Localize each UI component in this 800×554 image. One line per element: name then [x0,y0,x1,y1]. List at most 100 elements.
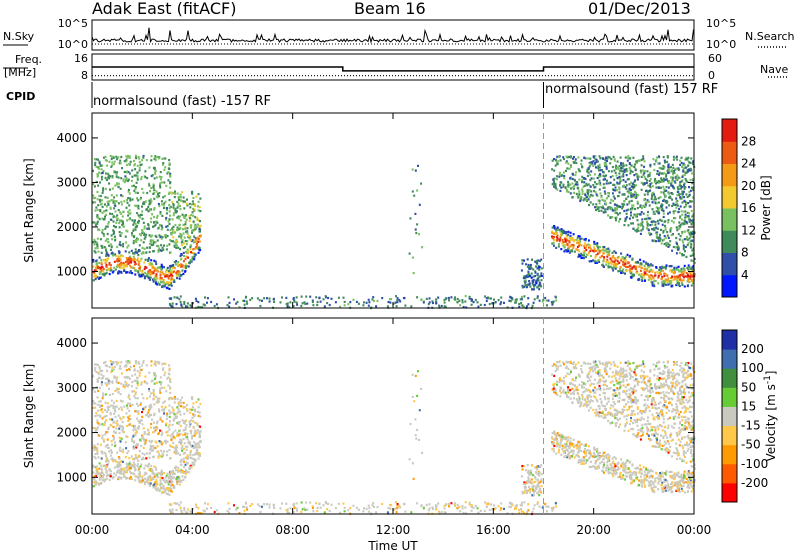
velocity-cell [588,457,591,460]
power-cell [627,224,630,227]
power-cell [196,218,199,221]
velocity-cell [249,504,252,507]
power-cell [131,234,134,237]
power-cell [607,155,610,159]
power-cell [153,277,156,280]
power-cell [415,231,418,235]
velocity-cell [96,403,99,406]
power-cell [602,205,604,208]
power-cell [683,230,686,233]
power-cell [185,265,188,268]
power-cell [414,212,417,215]
power-cell [611,251,614,254]
power-cell [676,204,679,207]
power-cell [634,168,637,171]
power-cell [649,264,652,267]
power-cell [643,160,646,163]
velocity-cell [671,438,674,441]
power-cell [182,228,184,231]
velocity-cell [128,477,131,480]
power-cell [137,254,140,257]
velocity-cell [123,475,125,478]
power-cell [607,253,610,257]
power-cell [119,244,122,247]
velocity-cell [427,509,430,512]
power-cell [92,270,95,274]
power-cell [603,246,606,249]
power-cell [623,200,626,203]
velocity-cell [635,398,638,401]
power-cell [688,237,691,240]
power-cell [421,246,424,249]
power-cell [662,209,665,212]
power-cell [660,277,663,280]
power-cell [654,221,657,224]
velocity-cell [106,431,109,434]
power-cell [636,260,639,263]
velocity-cell [192,453,195,457]
power-cell [121,195,124,198]
velocity-cell [599,374,602,377]
velocity-cell [395,511,398,514]
power-cell [655,266,658,269]
power-cell [192,196,195,199]
velocity-cell [663,364,666,368]
power-cell [562,240,565,244]
power-cell [661,265,664,268]
power-cell [497,299,500,302]
velocity-cell [183,508,186,512]
velocity-cell [293,506,296,509]
power-cell [104,239,107,242]
power-cell [675,266,678,269]
power-cell [117,156,120,159]
power-cell [657,201,660,204]
velocity-cell [640,472,643,475]
power-cell [608,156,611,159]
power-cell [96,276,99,279]
power-cell [672,245,675,249]
power-cell [602,260,605,263]
power-cell [113,230,115,233]
power-cell [608,249,611,252]
power-cell [677,233,680,236]
power-cell [312,304,315,307]
velocity-cell [140,439,142,442]
power-cell [614,211,617,214]
velocity-cell [120,460,123,463]
power-cell [162,248,165,251]
power-cell [556,234,559,237]
power-cell [169,175,172,178]
power-cell [169,214,171,217]
power-cell [610,258,613,261]
power-cell [539,284,542,287]
power-cell [675,155,678,158]
power-cell [105,252,108,255]
velocity-cell [468,501,471,504]
power-cell [652,158,655,161]
power-cell [197,237,200,241]
power-cell [670,166,672,169]
velocity-cell [131,403,134,406]
power-cell [101,171,104,174]
velocity-cell [162,484,165,488]
velocity-cell [97,363,99,366]
power-cell [681,195,684,198]
power-cell [146,177,149,180]
velocity-cell [602,451,605,454]
velocity-cell [681,459,684,463]
velocity-cell [107,463,109,466]
velocity-cell [189,441,192,444]
power-cell [156,214,159,217]
velocity-cell [589,379,592,382]
velocity-cell [629,375,632,378]
power-cell [559,189,562,192]
velocity-cell [662,396,665,399]
power-cell [116,219,119,222]
power-cell [184,270,187,273]
power-cell [612,189,615,192]
power-cell [197,240,200,243]
power-cell [109,154,112,157]
power-cell [440,304,443,308]
power-cell [558,240,561,243]
velocity-cell [169,378,172,381]
